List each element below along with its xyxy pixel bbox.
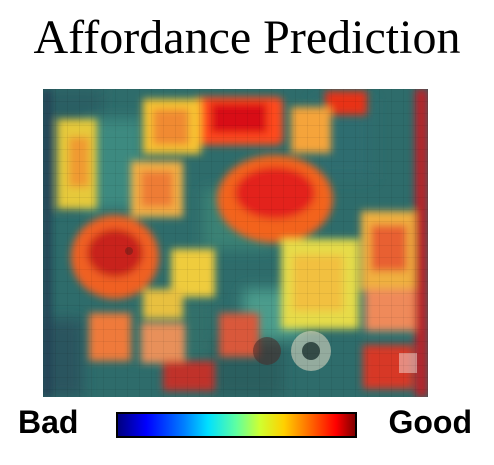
heatmap-grid-overlay [43,89,428,397]
legend-colorbar [116,412,357,438]
figure-title: Affordance Prediction [33,11,461,64]
affordance-heatmap-graphic [43,89,428,397]
affordance-heatmap [43,89,428,397]
legend-low-label: Bad [18,404,79,440]
legend-high-label: Good [388,404,472,440]
